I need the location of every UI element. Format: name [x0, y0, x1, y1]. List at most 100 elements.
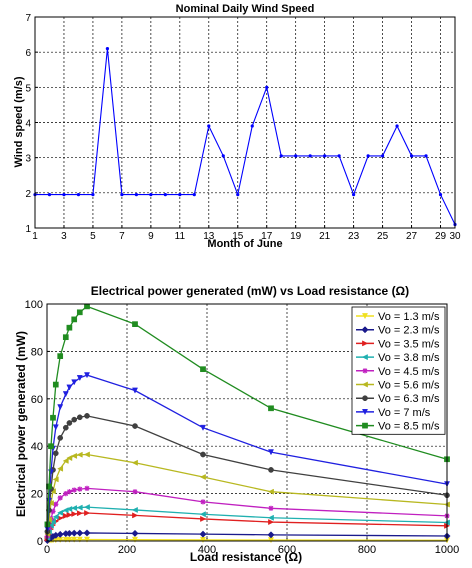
legend-item: Vo = 3.8 m/s — [356, 352, 440, 364]
legend: Vo = 1.3 m/s Vo = 2.3 m/sVo = 3.5 m/s Vo =… — [351, 306, 446, 435]
x-axis-label: Load resistance (Ω) — [190, 550, 302, 564]
series-line — [35, 48, 456, 225]
x-tick-label: 3 — [61, 231, 67, 242]
grid — [34, 16, 456, 229]
data-point — [308, 154, 312, 158]
y-tick-label: 1 — [25, 224, 31, 235]
legend-label: Vo = 4.5 m/s — [378, 366, 440, 378]
data-point — [268, 405, 274, 412]
chart-title: Nominal Daily Wind Speed — [176, 3, 315, 15]
data-point — [83, 504, 90, 511]
data-point — [267, 449, 275, 456]
data-point — [50, 414, 56, 421]
data-point — [83, 451, 90, 458]
data-point — [380, 154, 385, 158]
data-point — [84, 485, 90, 491]
data-point — [76, 451, 83, 458]
data-point — [62, 512, 69, 519]
wind-speed-chart: Nominal Daily Wind Speed Month of June W… — [13, 3, 461, 250]
tick-labels: 0 200 400 600 800 1000 0 20 40 60 80 100 — [25, 299, 460, 556]
y-axis-label: Wind speed (m/s) — [13, 76, 25, 167]
x-tick-label: 27 — [406, 231, 418, 242]
data-point — [84, 413, 90, 419]
y-tick-label: 5 — [25, 83, 31, 94]
data-point — [52, 513, 59, 520]
series-line — [46, 453, 448, 534]
power-chart: Electrical power generated (mW) vs Load … — [14, 284, 459, 564]
data-point — [48, 443, 54, 450]
data-point — [53, 501, 59, 507]
series-main — [33, 47, 457, 227]
series-vo-2-3-m-s — [43, 529, 451, 545]
data-point — [200, 515, 207, 522]
legend-marker — [362, 422, 368, 429]
legend-marker — [361, 354, 368, 361]
data-point — [47, 522, 54, 529]
data-point — [199, 424, 207, 431]
data-point — [131, 529, 139, 537]
data-point — [366, 154, 370, 158]
data-point — [250, 124, 254, 128]
data-point — [57, 353, 64, 359]
data-point — [76, 414, 83, 421]
legend-label: Vo = 3.5 m/s — [378, 338, 440, 350]
data-point — [62, 391, 69, 398]
legend-item: Vo = 7 m/s — [356, 407, 431, 419]
x-tick-label: 13 — [203, 231, 215, 242]
series-line — [46, 487, 448, 537]
data-point — [52, 381, 59, 388]
data-point — [71, 316, 78, 323]
y-tick-label: 6 — [25, 48, 31, 59]
legend-label: Vo = 1.3 m/s — [378, 311, 440, 323]
data-point — [199, 530, 207, 538]
plot-frame — [46, 303, 448, 542]
data-point — [83, 372, 91, 379]
data-point — [395, 124, 399, 128]
data-point — [268, 519, 275, 526]
data-point — [265, 85, 269, 89]
x-tick-label: 0 — [44, 544, 50, 556]
data-point — [267, 514, 274, 521]
data-point — [163, 192, 167, 197]
chart-title: Electrical power generated (mW) vs Load … — [91, 284, 409, 298]
data-point — [71, 536, 78, 543]
data-point — [63, 491, 69, 497]
data-point — [84, 303, 90, 310]
series-vo-3-5-m-s — [44, 510, 451, 542]
data-point — [57, 495, 63, 501]
data-point — [66, 511, 73, 518]
x-axis-label: Month of June — [207, 238, 282, 250]
x-tick-label: 29 — [435, 231, 447, 242]
data-point — [207, 124, 211, 128]
data-point — [57, 465, 64, 472]
x-tick-label: 23 — [348, 231, 360, 242]
series-vo-1-3-m-s — [44, 536, 451, 545]
legend-label: Vo = 6.3 m/s — [378, 393, 440, 405]
data-point — [83, 536, 91, 543]
legend-item: Vo = 4.5 m/s — [356, 366, 440, 378]
data-point — [71, 505, 78, 512]
data-point — [66, 536, 73, 543]
y-tick-label: 20 — [31, 489, 43, 501]
x-tick-label: 600 — [278, 544, 296, 556]
data-point — [76, 309, 83, 316]
data-point — [149, 192, 153, 197]
data-point — [62, 334, 69, 341]
data-point — [66, 384, 73, 391]
data-point — [47, 500, 54, 507]
data-point — [62, 424, 69, 431]
data-point — [62, 192, 66, 197]
data-point — [83, 529, 91, 537]
legend-marker — [361, 326, 369, 334]
legend-label: Vo = 7 m/s — [378, 407, 431, 419]
data-point — [77, 486, 83, 492]
data-point — [120, 192, 124, 197]
y-tick-label: 40 — [31, 441, 43, 453]
x-tick-label: 1000 — [435, 544, 459, 556]
data-point — [52, 476, 59, 483]
legend-label: Vo = 3.8 m/s — [378, 352, 440, 364]
y-tick-label: 0 — [37, 536, 43, 548]
data-point — [71, 452, 78, 459]
legend-item: Vo = 3.5 m/s — [356, 338, 440, 350]
